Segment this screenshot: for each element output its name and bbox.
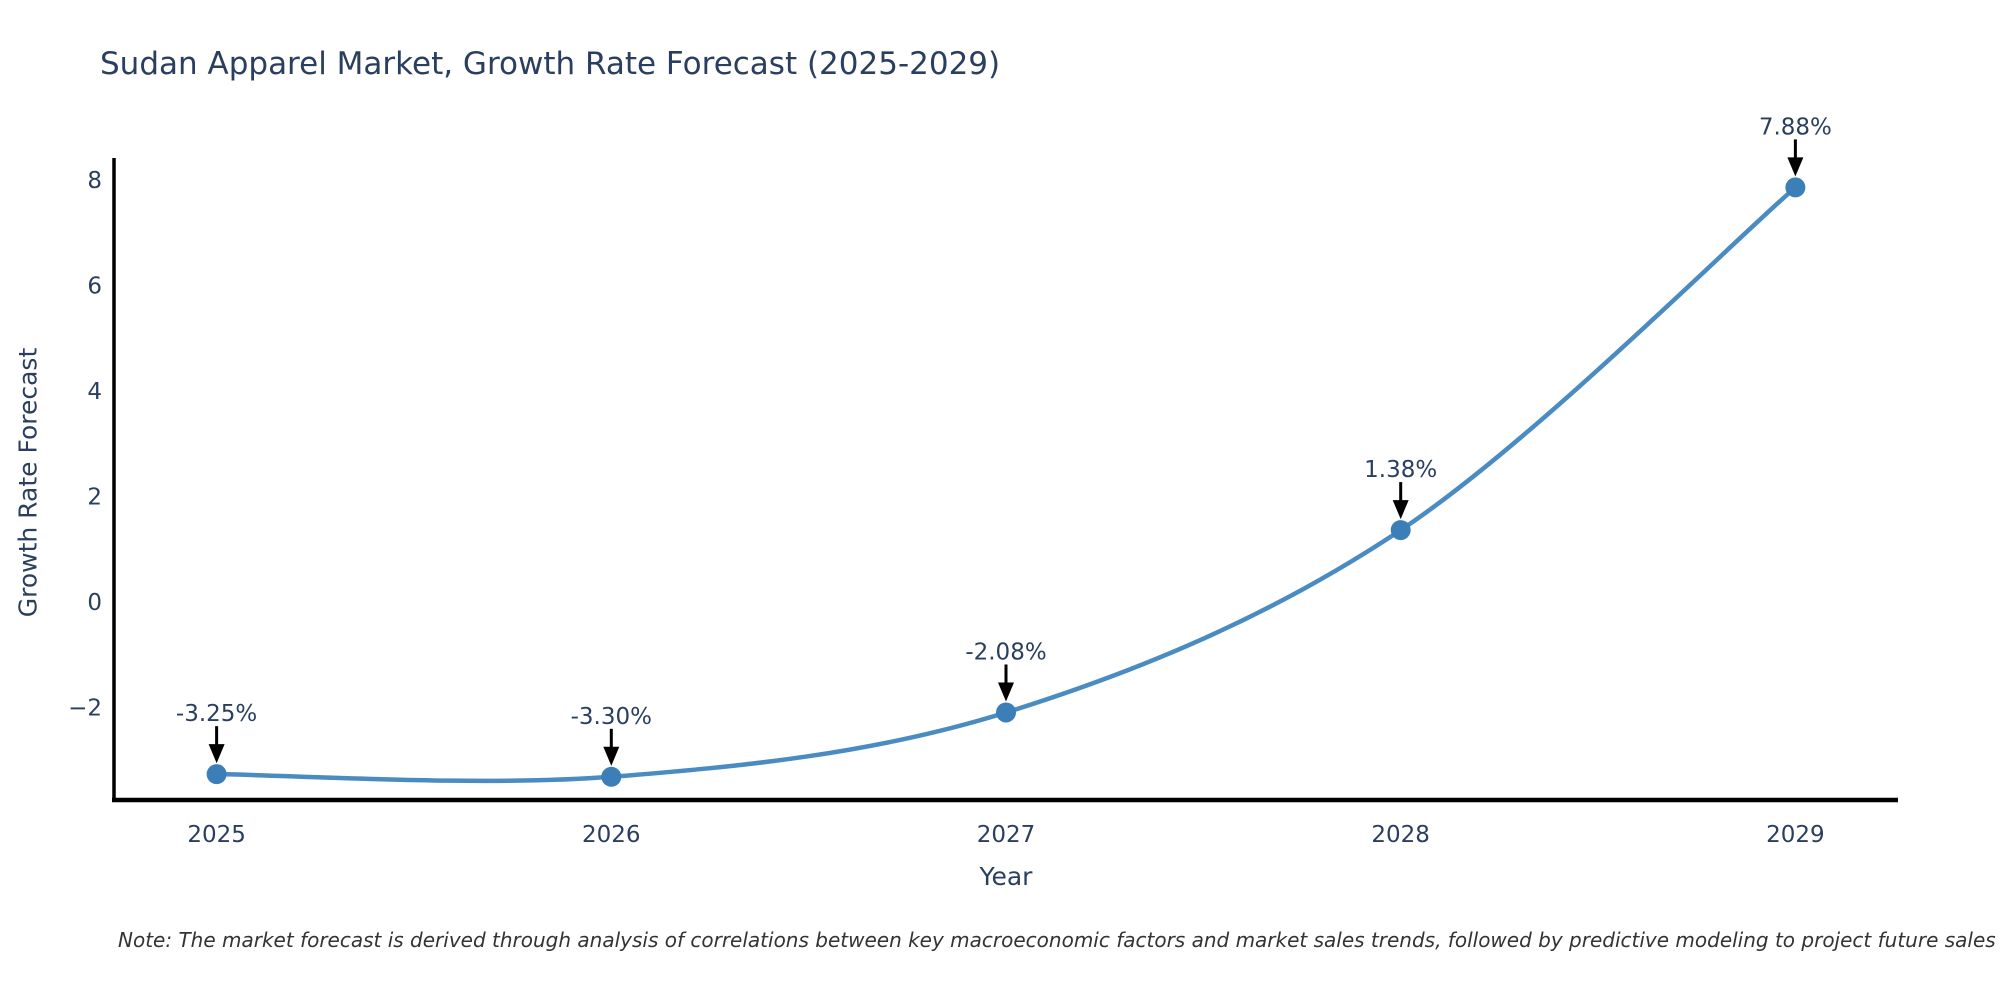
- data-point: [1785, 177, 1806, 198]
- annotation-label: -3.30%: [571, 704, 652, 730]
- data-point: [1390, 520, 1411, 541]
- annotation-arrowhead: [603, 746, 620, 766]
- x-tick-label: 2029: [1766, 822, 1825, 848]
- x-tick-label: 2027: [977, 822, 1036, 848]
- y-tick-label: 0: [87, 590, 102, 616]
- x-tick-label: 2025: [187, 822, 246, 848]
- annotation-arrowhead: [1787, 157, 1804, 177]
- data-point: [206, 764, 227, 785]
- data-point: [996, 702, 1016, 723]
- footnote: Note: The market forecast is derived thr…: [118, 928, 1996, 952]
- data-point: [601, 766, 622, 787]
- annotation-arrowhead: [998, 682, 1014, 702]
- chart-title: Sudan Apparel Market, Growth Rate Foreca…: [100, 46, 1001, 82]
- y-tick-label: 2: [87, 484, 102, 510]
- y-tick-label: 6: [87, 274, 102, 300]
- x-tick-label: 2028: [1371, 822, 1430, 848]
- annotation-label: 7.88%: [1759, 114, 1832, 140]
- y-tick-label: 8: [87, 168, 102, 194]
- line-path: [214, 185, 1798, 784]
- y-tick-label: 4: [87, 379, 102, 405]
- x-tick-label: 2026: [582, 822, 641, 848]
- x-axis-title: Year: [979, 862, 1033, 891]
- annotation-label: -3.25%: [176, 701, 257, 727]
- annotation-label: 1.38%: [1364, 457, 1437, 483]
- annotation-arrowhead: [1392, 500, 1409, 520]
- annotation-label: -2.08%: [965, 639, 1046, 665]
- y-axis-title: Growth Rate Forecast: [13, 347, 43, 618]
- y-tick-label: −2: [68, 695, 102, 721]
- annotation-arrowhead: [208, 744, 225, 764]
